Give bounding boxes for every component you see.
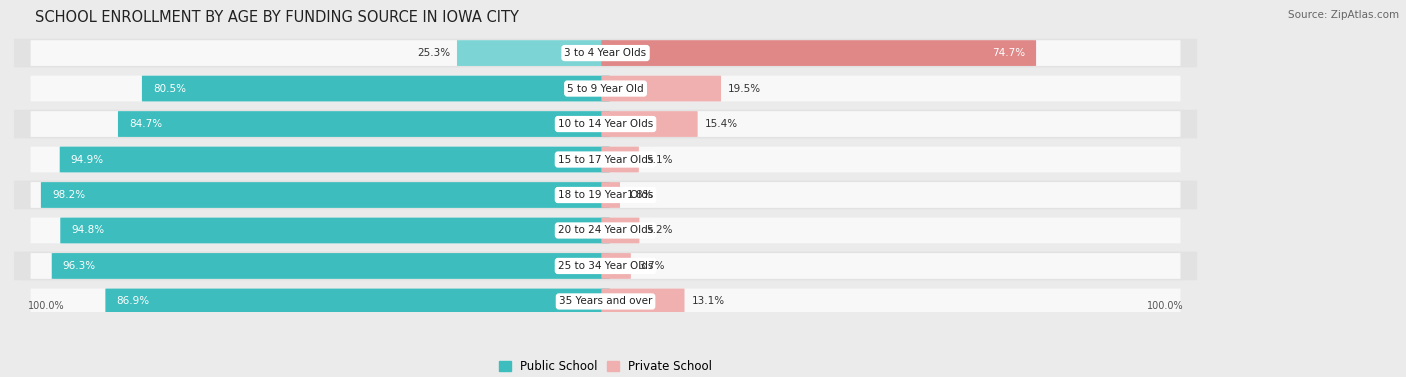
Text: 20 to 24 Year Olds: 20 to 24 Year Olds	[558, 225, 654, 236]
FancyBboxPatch shape	[602, 111, 697, 137]
FancyBboxPatch shape	[602, 76, 721, 101]
Text: 94.9%: 94.9%	[70, 155, 104, 164]
Text: SCHOOL ENROLLMENT BY AGE BY FUNDING SOURCE IN IOWA CITY: SCHOOL ENROLLMENT BY AGE BY FUNDING SOUR…	[35, 10, 519, 25]
FancyBboxPatch shape	[457, 40, 610, 66]
Text: 1.8%: 1.8%	[627, 190, 654, 200]
FancyBboxPatch shape	[142, 76, 610, 101]
Text: 80.5%: 80.5%	[153, 84, 186, 93]
Text: 13.1%: 13.1%	[692, 296, 724, 307]
Text: 94.8%: 94.8%	[72, 225, 104, 236]
FancyBboxPatch shape	[31, 147, 1181, 172]
Text: 15.4%: 15.4%	[704, 119, 738, 129]
Text: 5 to 9 Year Old: 5 to 9 Year Old	[567, 84, 644, 93]
Text: 19.5%: 19.5%	[728, 84, 761, 93]
FancyBboxPatch shape	[14, 110, 1197, 138]
Text: 96.3%: 96.3%	[63, 261, 96, 271]
FancyBboxPatch shape	[105, 288, 610, 314]
FancyBboxPatch shape	[31, 40, 1181, 66]
FancyBboxPatch shape	[602, 288, 685, 314]
Text: 18 to 19 Year Olds: 18 to 19 Year Olds	[558, 190, 654, 200]
FancyBboxPatch shape	[14, 145, 1197, 174]
Text: 3 to 4 Year Olds: 3 to 4 Year Olds	[564, 48, 647, 58]
FancyBboxPatch shape	[41, 182, 610, 208]
Text: 35 Years and over: 35 Years and over	[558, 296, 652, 307]
FancyBboxPatch shape	[602, 40, 1036, 66]
Text: 100.0%: 100.0%	[28, 301, 65, 311]
Text: 100.0%: 100.0%	[1147, 301, 1184, 311]
Text: 10 to 14 Year Olds: 10 to 14 Year Olds	[558, 119, 654, 129]
Text: Source: ZipAtlas.com: Source: ZipAtlas.com	[1288, 10, 1399, 20]
FancyBboxPatch shape	[118, 111, 610, 137]
Text: 86.9%: 86.9%	[117, 296, 149, 307]
Text: 25 to 34 Year Olds: 25 to 34 Year Olds	[558, 261, 654, 271]
FancyBboxPatch shape	[14, 74, 1197, 103]
FancyBboxPatch shape	[14, 251, 1197, 280]
FancyBboxPatch shape	[602, 182, 620, 208]
FancyBboxPatch shape	[14, 216, 1197, 245]
FancyBboxPatch shape	[59, 147, 610, 172]
Text: 3.7%: 3.7%	[638, 261, 664, 271]
Text: 15 to 17 Year Olds: 15 to 17 Year Olds	[558, 155, 654, 164]
FancyBboxPatch shape	[14, 181, 1197, 209]
Text: 98.2%: 98.2%	[52, 190, 86, 200]
Text: 74.7%: 74.7%	[991, 48, 1025, 58]
Text: 25.3%: 25.3%	[418, 48, 450, 58]
Text: 5.1%: 5.1%	[645, 155, 672, 164]
FancyBboxPatch shape	[602, 253, 631, 279]
FancyBboxPatch shape	[14, 287, 1197, 316]
Legend: Public School, Private School: Public School, Private School	[499, 360, 713, 373]
FancyBboxPatch shape	[31, 182, 1181, 208]
FancyBboxPatch shape	[60, 218, 610, 244]
FancyBboxPatch shape	[31, 76, 1181, 101]
FancyBboxPatch shape	[31, 288, 1181, 314]
Text: 84.7%: 84.7%	[129, 119, 162, 129]
FancyBboxPatch shape	[31, 218, 1181, 244]
FancyBboxPatch shape	[602, 218, 640, 244]
FancyBboxPatch shape	[52, 253, 610, 279]
Text: 5.2%: 5.2%	[647, 225, 673, 236]
FancyBboxPatch shape	[31, 111, 1181, 137]
FancyBboxPatch shape	[31, 253, 1181, 279]
FancyBboxPatch shape	[602, 147, 638, 172]
FancyBboxPatch shape	[14, 39, 1197, 67]
